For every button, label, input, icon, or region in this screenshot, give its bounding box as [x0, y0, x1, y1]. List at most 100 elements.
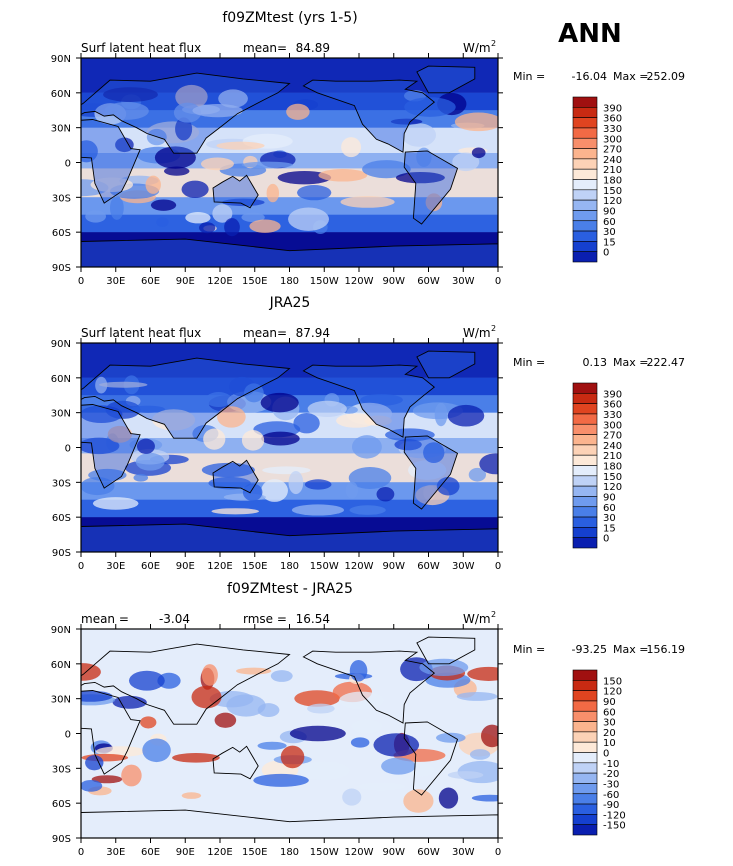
field-blob	[92, 497, 139, 510]
colorbar-level: -90	[603, 800, 619, 811]
colorbar-level: 90	[603, 492, 616, 503]
colorbar-box	[572, 137, 598, 149]
left-label: mean =	[81, 612, 129, 626]
colorbar-level: 300	[603, 420, 622, 431]
y-tick-label: 30S	[52, 764, 71, 775]
field-blob	[454, 112, 498, 132]
field-blob	[85, 755, 104, 771]
panel-title: f09ZMtest - JRA25	[227, 581, 353, 597]
colorbar-box	[572, 220, 598, 232]
field-blob	[208, 476, 251, 490]
colorbar-level: 390	[603, 103, 622, 114]
field-band	[81, 377, 498, 396]
field-blob	[342, 788, 362, 806]
field-blob	[434, 402, 448, 427]
colorbar-box	[572, 241, 598, 252]
field-blob	[173, 102, 202, 123]
field-blob	[362, 160, 411, 179]
colorbar-level: 330	[603, 124, 622, 135]
panel-title: f09ZMtest (yrs 1-5)	[222, 10, 357, 26]
stat-value: 84.89	[296, 41, 330, 55]
coastline	[302, 79, 436, 153]
field-blob	[211, 508, 260, 515]
field-blob	[81, 437, 120, 455]
colorbar-box	[572, 783, 598, 795]
field-blob	[257, 741, 287, 750]
coastline	[81, 119, 141, 204]
field-blob	[112, 695, 147, 709]
colorbar-box	[572, 772, 598, 784]
x-tick-label: 120W	[345, 847, 374, 858]
field-blob	[479, 453, 498, 475]
colorbar-box	[572, 179, 598, 191]
field-blob	[115, 137, 134, 153]
field-blob	[469, 749, 491, 760]
field-blob	[201, 664, 218, 686]
y-tick-label: 60S	[52, 513, 71, 524]
colorbar-box	[572, 741, 598, 753]
coastline	[403, 150, 459, 225]
field-blob	[199, 222, 216, 234]
colorbar-level: 30	[603, 227, 616, 238]
coastline	[416, 65, 476, 94]
colorbar-box	[572, 158, 598, 170]
coastline	[302, 650, 436, 724]
field-blob	[357, 782, 405, 791]
field-blob	[298, 761, 350, 780]
min-value: -16.04	[572, 70, 607, 83]
field-blob	[175, 117, 193, 141]
max-value: 222.47	[647, 356, 686, 369]
field-blob	[447, 404, 485, 427]
colorbar-level: 30	[603, 513, 616, 524]
field-band	[81, 343, 498, 378]
colorbar-box	[572, 434, 598, 446]
max-label: Max =	[613, 70, 648, 83]
stat-label: mean=	[243, 326, 287, 340]
stat-value: 87.94	[296, 326, 330, 340]
field-blob	[154, 146, 196, 169]
max-value: 252.09	[647, 70, 686, 83]
colorbar-box	[572, 793, 598, 805]
x-tick-label: 0	[78, 847, 84, 858]
field-blob	[291, 504, 345, 516]
field-band	[81, 517, 498, 552]
stat-value: 16.54	[296, 612, 330, 626]
units-label: W/m	[463, 612, 491, 626]
map-field	[81, 629, 498, 838]
units-label: W/m	[463, 41, 491, 55]
field-blob	[90, 177, 134, 193]
field-blob	[156, 217, 169, 227]
field-blob	[224, 218, 240, 237]
colorbar-level: 270	[603, 145, 622, 156]
field-band	[81, 438, 498, 454]
x-tick-label: 180	[280, 847, 299, 858]
field-blob	[145, 175, 161, 194]
colorbar-box	[572, 506, 598, 518]
field-blob	[242, 483, 263, 502]
field-blob	[277, 171, 332, 185]
colorbar-level: 10	[603, 738, 616, 749]
field-blob	[214, 712, 237, 728]
colorbar-level: 120	[603, 687, 622, 698]
field-blob	[297, 184, 332, 201]
field-blob	[390, 118, 423, 125]
x-tick-label: 30W	[452, 847, 475, 858]
field-blob	[253, 773, 309, 787]
field-blob	[349, 659, 368, 682]
colorbar-level: 0	[603, 248, 609, 259]
field-blob	[376, 486, 395, 502]
x-tick-label: 30W	[452, 276, 475, 287]
x-tick-label: 0	[78, 561, 84, 572]
colorbar-level: 150	[603, 676, 622, 687]
colorbar-level: 90	[603, 206, 616, 217]
field-band	[81, 232, 498, 267]
field-blob	[217, 406, 246, 428]
colorbar-box	[572, 403, 598, 415]
field-blob	[280, 745, 305, 769]
colorbar-level: -30	[603, 779, 619, 790]
y-tick-label: 60S	[52, 228, 71, 239]
left-label: Surf latent heat flux	[81, 41, 201, 55]
field-blob	[336, 413, 377, 428]
left-value: -3.04	[159, 612, 190, 626]
colorbar-box	[572, 413, 598, 425]
